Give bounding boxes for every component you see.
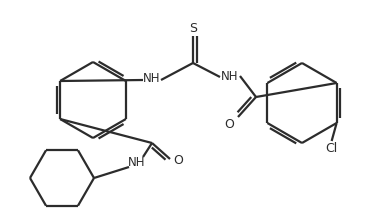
Text: O: O	[224, 118, 234, 130]
Text: S: S	[189, 21, 197, 34]
Text: Cl: Cl	[326, 143, 338, 156]
Text: NH: NH	[221, 69, 239, 82]
Text: O: O	[173, 154, 183, 168]
Text: NH: NH	[143, 72, 161, 86]
Text: NH: NH	[128, 156, 146, 168]
